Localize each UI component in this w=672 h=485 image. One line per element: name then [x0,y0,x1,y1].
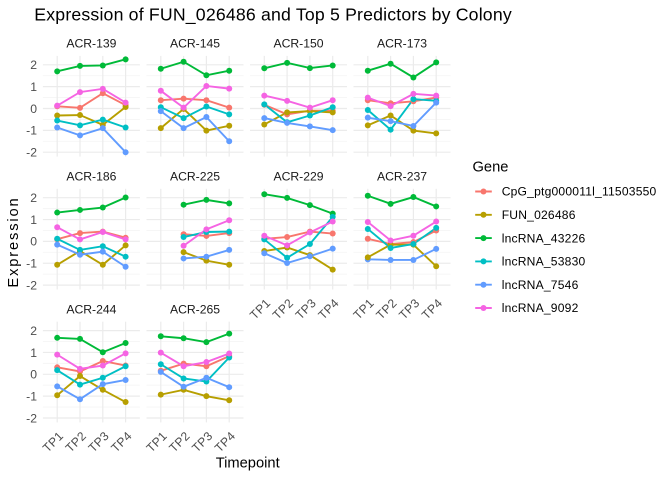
svg-text:ACR-186: ACR-186 [66,169,116,183]
svg-text:Expression of FUN_026486 and T: Expression of FUN_026486 and Top 5 Predi… [34,5,512,26]
svg-text:2: 2 [30,58,37,72]
svg-text:-2: -2 [26,411,37,425]
svg-text:ACR-244: ACR-244 [66,302,116,316]
svg-text:lncRNA_53830: lncRNA_53830 [502,255,586,269]
svg-text:lncRNA_9092: lncRNA_9092 [502,301,579,315]
svg-text:1: 1 [30,213,37,227]
svg-text:1: 1 [30,80,37,94]
svg-text:Expression: Expression [6,196,22,287]
svg-text:0: 0 [30,102,37,116]
svg-text:ACR-225: ACR-225 [170,169,220,183]
svg-text:FUN_026486: FUN_026486 [502,208,576,222]
svg-text:-2: -2 [26,278,37,292]
svg-text:-1: -1 [26,124,37,138]
svg-text:CpG_ptg000011l_11503550: CpG_ptg000011l_11503550 [502,185,657,199]
svg-text:-1: -1 [26,257,37,271]
svg-text:ACR-145: ACR-145 [170,37,220,51]
svg-text:-2: -2 [26,146,37,160]
svg-text:ACR-265: ACR-265 [170,302,220,316]
svg-text:ACR-237: ACR-237 [377,169,427,183]
svg-text:0: 0 [30,235,37,249]
svg-text:ACR-229: ACR-229 [273,169,323,183]
svg-text:0: 0 [30,368,37,382]
svg-text:-1: -1 [26,390,37,404]
svg-text:ACR-173: ACR-173 [377,37,427,51]
svg-text:ACR-139: ACR-139 [66,37,116,51]
svg-text:lncRNA_43226: lncRNA_43226 [502,231,586,245]
svg-text:Gene: Gene [473,160,509,176]
svg-text:ACR-150: ACR-150 [273,37,323,51]
svg-text:2: 2 [30,191,37,205]
svg-text:lncRNA_7546: lncRNA_7546 [502,278,579,292]
svg-text:Timepoint: Timepoint [216,456,280,472]
svg-text:1: 1 [30,346,37,360]
svg-text:2: 2 [30,324,37,338]
